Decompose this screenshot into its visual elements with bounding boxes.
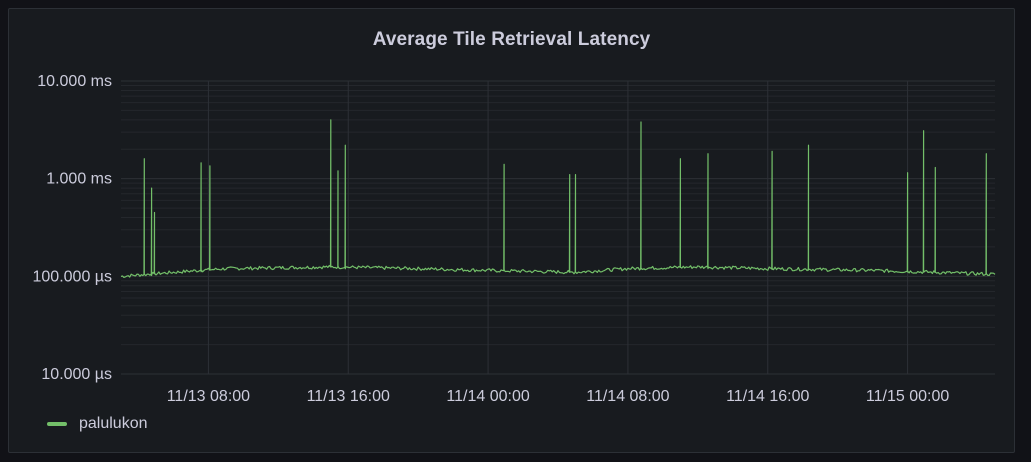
x-tick-label: 11/14 16:00 [726,388,809,405]
legend-swatch [47,422,67,426]
series-group [120,119,996,278]
x-tick-label: 11/13 16:00 [307,388,390,405]
y-tick-label: 10.000 µs [41,366,112,383]
x-axis: 11/13 08:00 11/13 16:00 11/14 00:00 11/14 0… [167,388,950,405]
y-tick-label: 100.000 µs [33,268,113,285]
series-line-palulukon [120,119,996,278]
legend-item-palulukon[interactable]: palulukon [47,415,148,433]
y-tick-label: 10.000 ms [37,73,112,90]
chart-panel: Average Tile Retrieval Latency [8,8,1015,453]
chart-grid [121,80,995,375]
y-axis: 10.000 ms 1.000 ms 100.000 µs 10.000 µs [33,73,113,383]
x-tick-label: 11/14 00:00 [446,388,529,405]
y-tick-label: 1.000 ms [46,171,112,188]
panel-title: Average Tile Retrieval Latency [372,29,651,50]
x-tick-label: 11/14 08:00 [586,388,669,405]
x-tick-label: 11/15 00:00 [866,388,949,405]
legend-label: palulukon [79,415,148,432]
x-tick-label: 11/13 08:00 [167,388,250,405]
